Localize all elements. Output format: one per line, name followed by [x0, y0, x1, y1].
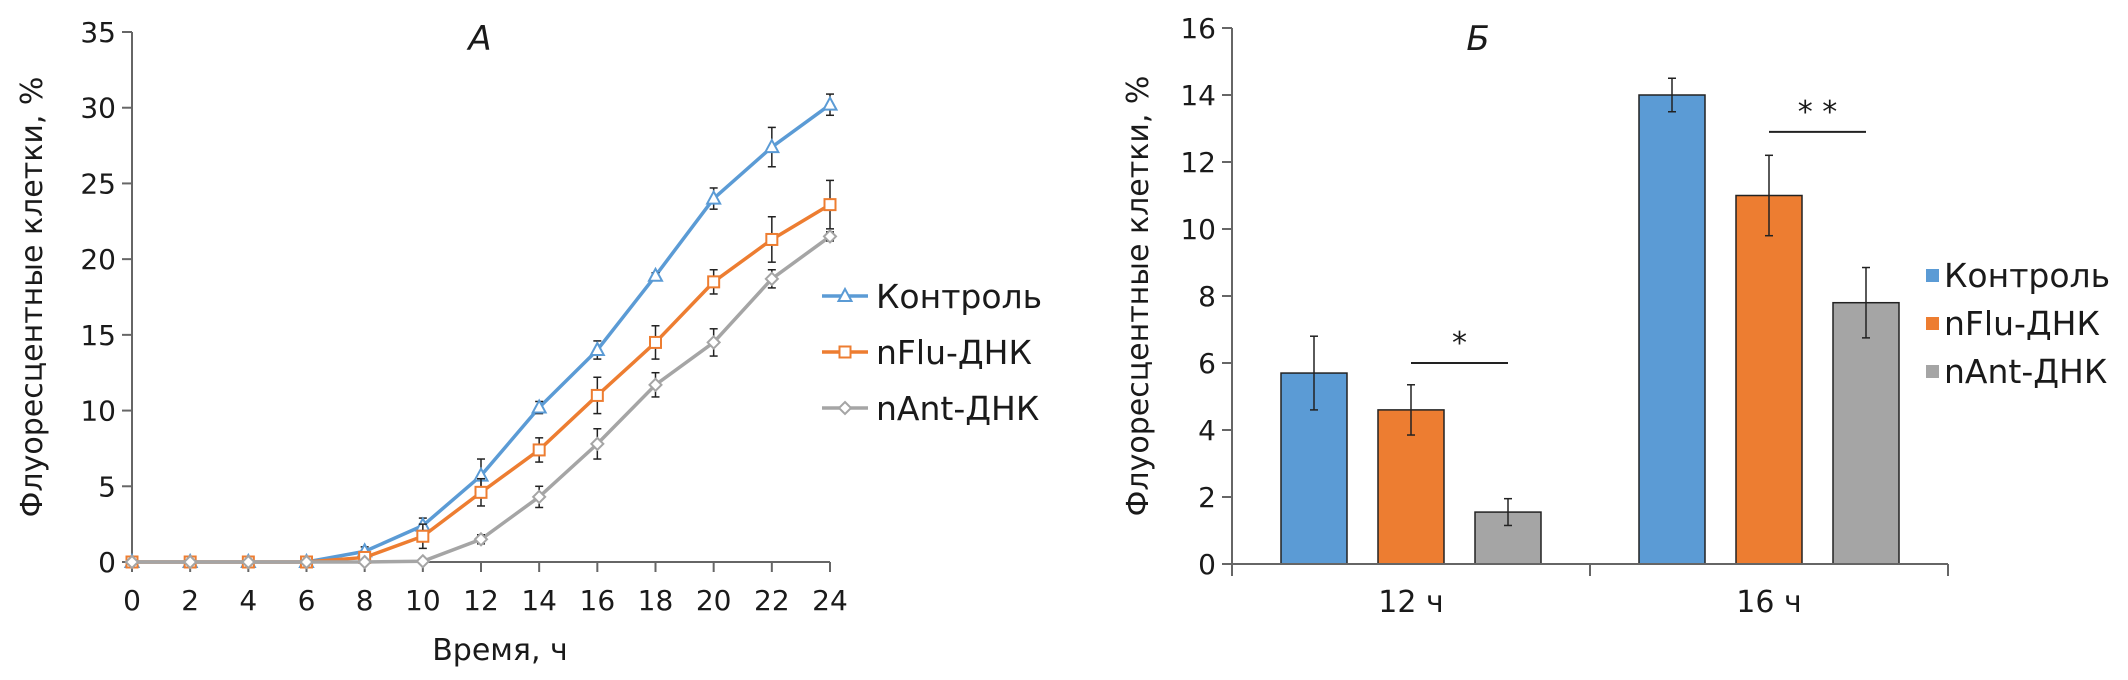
data-point [763, 137, 781, 154]
data-point [530, 398, 548, 414]
legend-swatch [1926, 365, 1939, 378]
x-tick-label: 4 [239, 584, 257, 617]
data-point [649, 335, 662, 349]
significance-annotation: * [1411, 326, 1508, 364]
x-axis-title: Время, ч [432, 633, 568, 668]
series-nant-днк [1474, 266, 1900, 565]
data-point [415, 553, 431, 569]
legend-label: nFlu-ДНК [876, 333, 1032, 372]
y-tick-label: 10 [80, 395, 116, 428]
series-line-nflu-днк [132, 203, 831, 564]
y-axis-title: Флуоресцентные клетки, % [1121, 76, 1156, 517]
bar-nant-днк-16-ч [1832, 301, 1900, 565]
y-tick-label: 15 [80, 319, 116, 352]
data-point [589, 340, 606, 356]
y-tick-label: 10 [1180, 213, 1216, 246]
legend-label: nAnt-ДНК [876, 389, 1039, 428]
x-tick-label: 2 [181, 584, 199, 617]
data-point [531, 489, 547, 505]
y-tick-label: 25 [80, 167, 116, 200]
x-tick-label: 0 [123, 584, 141, 617]
legend-item-контроль: Контроль [822, 277, 1042, 316]
data-point [590, 388, 604, 402]
series-line-nant-днк [132, 235, 832, 564]
x-tick-label: 14 [521, 584, 557, 617]
series-nflu-днк [125, 179, 837, 569]
legend-swatch [1926, 317, 1939, 330]
y-tick-label: 8 [1198, 280, 1216, 313]
data-point [705, 189, 722, 205]
y-tick-label: 14 [1180, 79, 1216, 112]
x-category-label: 16 ч [1736, 585, 1801, 620]
data-point [589, 436, 605, 452]
panel-b-bar-chart: 0 2 4 6 8 10 12 14 16 Б Флуоресцентные клетки, % 12… [1121, 12, 2110, 620]
y-tick-label: 4 [1198, 414, 1216, 447]
y-tick-label: 0 [98, 546, 116, 579]
legend-swatch [1926, 269, 1939, 282]
legend-item-nant-днк: nAnt-ДНК [1926, 352, 2107, 391]
x-tick-label: 24 [812, 584, 848, 617]
legend-marker [837, 400, 853, 416]
y-tick-label: 2 [1198, 481, 1216, 514]
data-point [416, 529, 430, 543]
data-point [821, 95, 839, 111]
data-point [474, 485, 488, 499]
x-tick-label: 20 [696, 584, 732, 617]
data-point [706, 335, 722, 350]
y-tick-label: 0 [1198, 548, 1216, 581]
data-point [124, 554, 140, 570]
y-axis-title: Флуоресцентные клетки, % [15, 77, 50, 518]
significance-stars: * [1452, 326, 1467, 361]
data-point [764, 271, 780, 287]
data-point [647, 266, 664, 282]
data-point [240, 554, 256, 570]
data-point [765, 232, 779, 246]
x-tick-label: 18 [638, 584, 674, 617]
significance-annotation: * * [1769, 95, 1866, 133]
legend-item-nflu-днк: nFlu-ДНК [1926, 304, 2100, 343]
legend-label: Контроль [1944, 256, 2110, 295]
bar-nflu-днк-16-ч [1735, 194, 1803, 565]
legend-marker [838, 345, 852, 359]
y-tick-label: 6 [1198, 347, 1216, 380]
y-tick-label: 20 [80, 243, 116, 276]
y-tick-label: 35 [80, 16, 116, 49]
legend-item-nant-днк: nAnt-ДНК [822, 389, 1039, 428]
y-tick-label: 16 [1180, 12, 1216, 45]
legend-marker [836, 286, 854, 302]
x-tick-label: 22 [754, 584, 790, 617]
y-tick-label: 12 [1180, 146, 1216, 179]
x-tick-label: 10 [405, 584, 441, 617]
x-category-label: 12 ч [1378, 585, 1443, 620]
legend-label: Контроль [876, 277, 1042, 316]
significance-stars: * * [1798, 95, 1838, 130]
data-point [648, 377, 663, 393]
y-tick-label: 5 [98, 470, 116, 503]
x-tick-label: 8 [356, 584, 374, 617]
data-point [473, 531, 489, 547]
bar-контроль-16-ч [1638, 94, 1706, 565]
series-nant-днк [124, 229, 838, 570]
y-tick-label: 30 [80, 92, 116, 125]
data-point [532, 443, 546, 457]
data-point [822, 229, 838, 244]
legend-label: nFlu-ДНК [1944, 304, 2100, 343]
series-nflu-днк [1377, 154, 1803, 565]
legend-item-контроль: Контроль [1926, 256, 2110, 295]
panel-title: Б [1466, 19, 1489, 59]
legend-item-nflu-днк: nFlu-ДНК [822, 333, 1032, 372]
data-point [357, 554, 373, 570]
x-tick-label: 6 [298, 584, 316, 617]
x-tick-label: 16 [580, 584, 616, 617]
data-point [299, 554, 314, 570]
data-point [707, 275, 721, 289]
series-контроль [1280, 77, 1706, 565]
data-point [182, 554, 198, 570]
panel-title: А [466, 19, 491, 59]
legend-label: nAnt-ДНК [1944, 352, 2107, 391]
data-point [823, 198, 837, 212]
x-tick-label: 12 [463, 584, 499, 617]
